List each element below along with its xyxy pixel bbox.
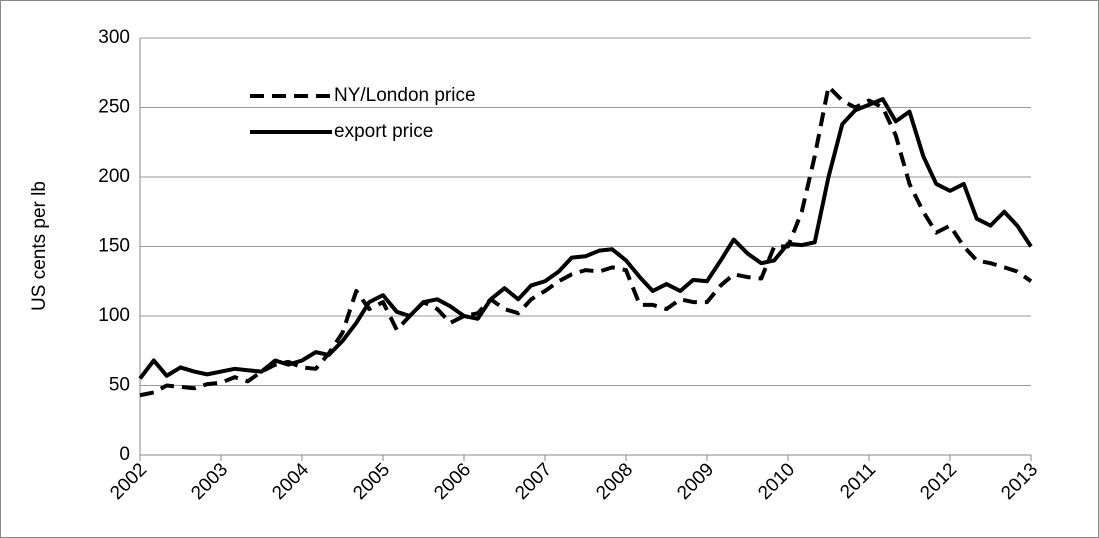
series-line	[139, 84, 1033, 398]
y-tick-label: 100	[98, 305, 130, 326]
y-tick-label: 0	[119, 444, 130, 465]
y-tick-label: 50	[109, 375, 130, 396]
legend-label: NY/London price	[334, 85, 476, 106]
y-axis-title: US cents per lb	[29, 181, 50, 311]
y-tick-label: 200	[98, 166, 130, 187]
y-tick-label: 150	[98, 236, 130, 257]
y-tick-label: 250	[98, 97, 130, 118]
legend-label: export price	[334, 121, 433, 142]
series-line	[138, 97, 1033, 380]
y-tick-label: 300	[98, 27, 130, 48]
